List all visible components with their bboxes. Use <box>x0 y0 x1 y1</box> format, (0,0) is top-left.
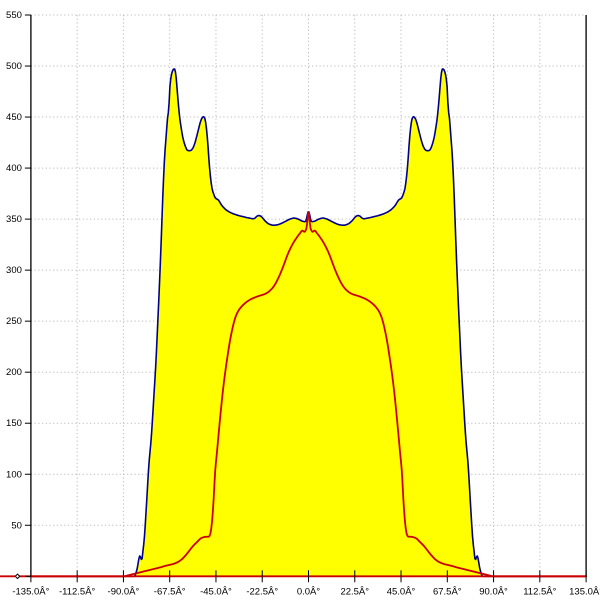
svg-text:22.5Â°: 22.5Â° <box>340 586 369 597</box>
svg-text:0.0Â°: 0.0Â° <box>297 586 321 597</box>
svg-text:400: 400 <box>6 163 22 174</box>
svg-text:-45.0Â°: -45.0Â° <box>200 586 232 597</box>
svg-text:450: 450 <box>6 112 22 123</box>
svg-text:200: 200 <box>6 367 22 378</box>
svg-text:-112.5Â°: -112.5Â° <box>59 586 96 597</box>
svg-text:300: 300 <box>6 265 22 276</box>
svg-text:-67.5Â°: -67.5Â° <box>154 586 186 597</box>
svg-text:45.0Â°: 45.0Â° <box>387 586 416 597</box>
svg-text:-22.5Â°: -22.5Â° <box>246 586 278 597</box>
svg-text:250: 250 <box>6 316 22 327</box>
svg-text:550: 550 <box>6 10 22 21</box>
svg-text:-90.0Â°: -90.0Â° <box>108 586 140 597</box>
svg-text:112.5Â°: 112.5Â° <box>523 586 556 597</box>
svg-text:100: 100 <box>6 469 22 480</box>
svg-text:150: 150 <box>6 418 22 429</box>
svg-text:67.5Â°: 67.5Â° <box>433 586 462 597</box>
svg-text:135.0Â°: 135.0Â° <box>569 586 600 597</box>
svg-text:50: 50 <box>11 520 22 531</box>
svg-text:500: 500 <box>6 61 22 72</box>
svg-text:350: 350 <box>6 214 22 225</box>
svg-text:-135.0Â°: -135.0Â° <box>12 586 49 597</box>
svg-text:90.0Â°: 90.0Â° <box>479 586 508 597</box>
